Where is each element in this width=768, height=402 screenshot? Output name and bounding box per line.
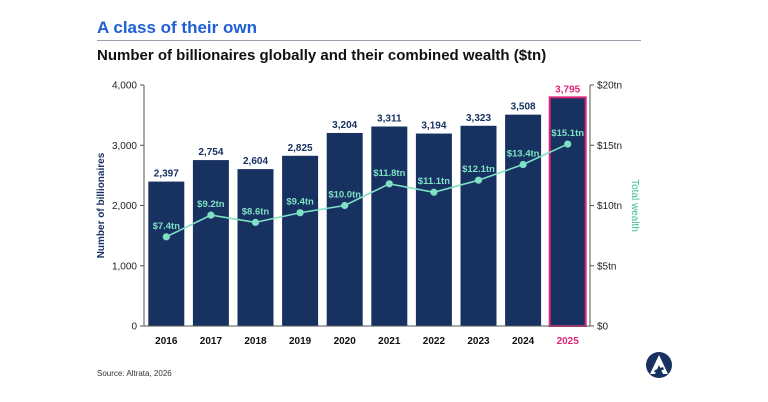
wealth-value-label-2019: $9.4tn [286,197,314,208]
bar-2018 [237,169,274,326]
wealth-point-2020 [341,201,349,210]
y-axis-title-right: Total wealth [629,179,640,232]
y-tick-label-right-2: $10tn [597,201,622,212]
wealth-value-label-2020: $10.0tn [328,190,361,201]
bar-2022 [415,133,452,326]
y-tick-label-right-0: $0 [597,322,609,333]
bar-2019 [282,155,319,326]
x-tick-label-2016: 2016 [155,336,178,347]
bar-value-label-2016: 2,397 [154,169,179,180]
bar-2025 [548,96,587,327]
x-tick-label-2017: 2017 [200,336,223,347]
wealth-point-2022 [430,188,438,196]
bar-value-label-2019: 2,825 [288,143,313,154]
wealth-value-label-2023: $12.1tn [462,164,495,175]
bar-value-label-2023: 3,323 [466,113,491,124]
bar-2020 [326,132,363,326]
bar-2021 [371,126,408,326]
wealth-value-label-2022: $11.1tn [418,176,450,187]
bar-2016 [148,181,185,326]
wealth-value-label-2024: $13.4tn [507,149,540,160]
wealth-value-label-2021: $11.8tn [373,168,405,179]
x-tick-label-2018: 2018 [244,336,267,347]
labels-layer: 2,397 2016 2,754 2017 2,604 2018 2,825 2019 3,20… [96,81,640,348]
wealth-point-2021 [385,180,393,188]
wealth-point-2017 [207,211,215,219]
x-tick-label-2024: 2024 [512,336,535,347]
bar-value-label-2017: 2,754 [198,147,223,158]
x-tick-label-2023: 2023 [467,336,490,347]
wealth-series-line [165,143,569,238]
source-note: Source: Altrata, 2026 [97,369,172,378]
y-tick-label-right-4: $20tn [597,81,622,92]
wealth-line-layer [162,140,572,241]
y-tick-label-left-4: 4,000 [112,81,137,92]
title-divider [97,40,641,41]
y-tick-label-left-1: 1,000 [112,261,137,272]
bar-value-label-2021: 3,311 [377,114,402,125]
bar-value-label-2024: 3,508 [511,102,536,113]
y-axis-title-left: Number of billionaires [96,152,107,258]
x-tick-label-2020: 2020 [334,336,357,347]
wealth-value-label-2025: $15.1tn [551,128,584,139]
wealth-point-2024 [519,160,527,169]
axes-layer [140,84,594,327]
y-tick-label-right-1: $5tn [597,261,616,272]
y-tick-label-left-0: 0 [131,322,137,333]
x-tick-label-2022: 2022 [423,336,446,347]
chart-title: Number of billionaires globally and thei… [97,47,547,64]
altrata-logo-icon [646,352,672,378]
bar-2017 [192,160,229,326]
wealth-point-2019 [296,209,304,217]
x-tick-label-2025: 2025 [557,336,580,347]
bar-2023 [460,125,497,327]
x-tick-label-2019: 2019 [289,336,312,347]
wealth-point-2025 [564,140,572,148]
y-tick-label-left-2: 2,000 [112,201,137,212]
wealth-point-2023 [474,176,483,184]
bar-2024 [505,114,542,326]
wealth-value-label-2016: $7.4tn [153,221,181,232]
bar-value-label-2020: 3,204 [332,120,357,131]
wealth-point-2016 [162,233,170,241]
wealth-value-label-2018: $8.6tn [242,206,270,217]
bar-value-label-2022: 3,194 [421,121,446,132]
y-tick-label-left-3: 3,000 [112,141,137,152]
x-tick-label-2021: 2021 [378,336,401,347]
bar-value-label-2018: 2,604 [243,156,268,167]
y-tick-label-right-3: $15tn [597,141,622,152]
headline: A class of their own [97,18,257,37]
bars-layer [148,96,587,327]
wealth-value-label-2017: $9.2tn [197,199,225,210]
bar-value-label-2025: 3,795 [555,84,580,95]
wealth-point-2018 [251,218,260,226]
